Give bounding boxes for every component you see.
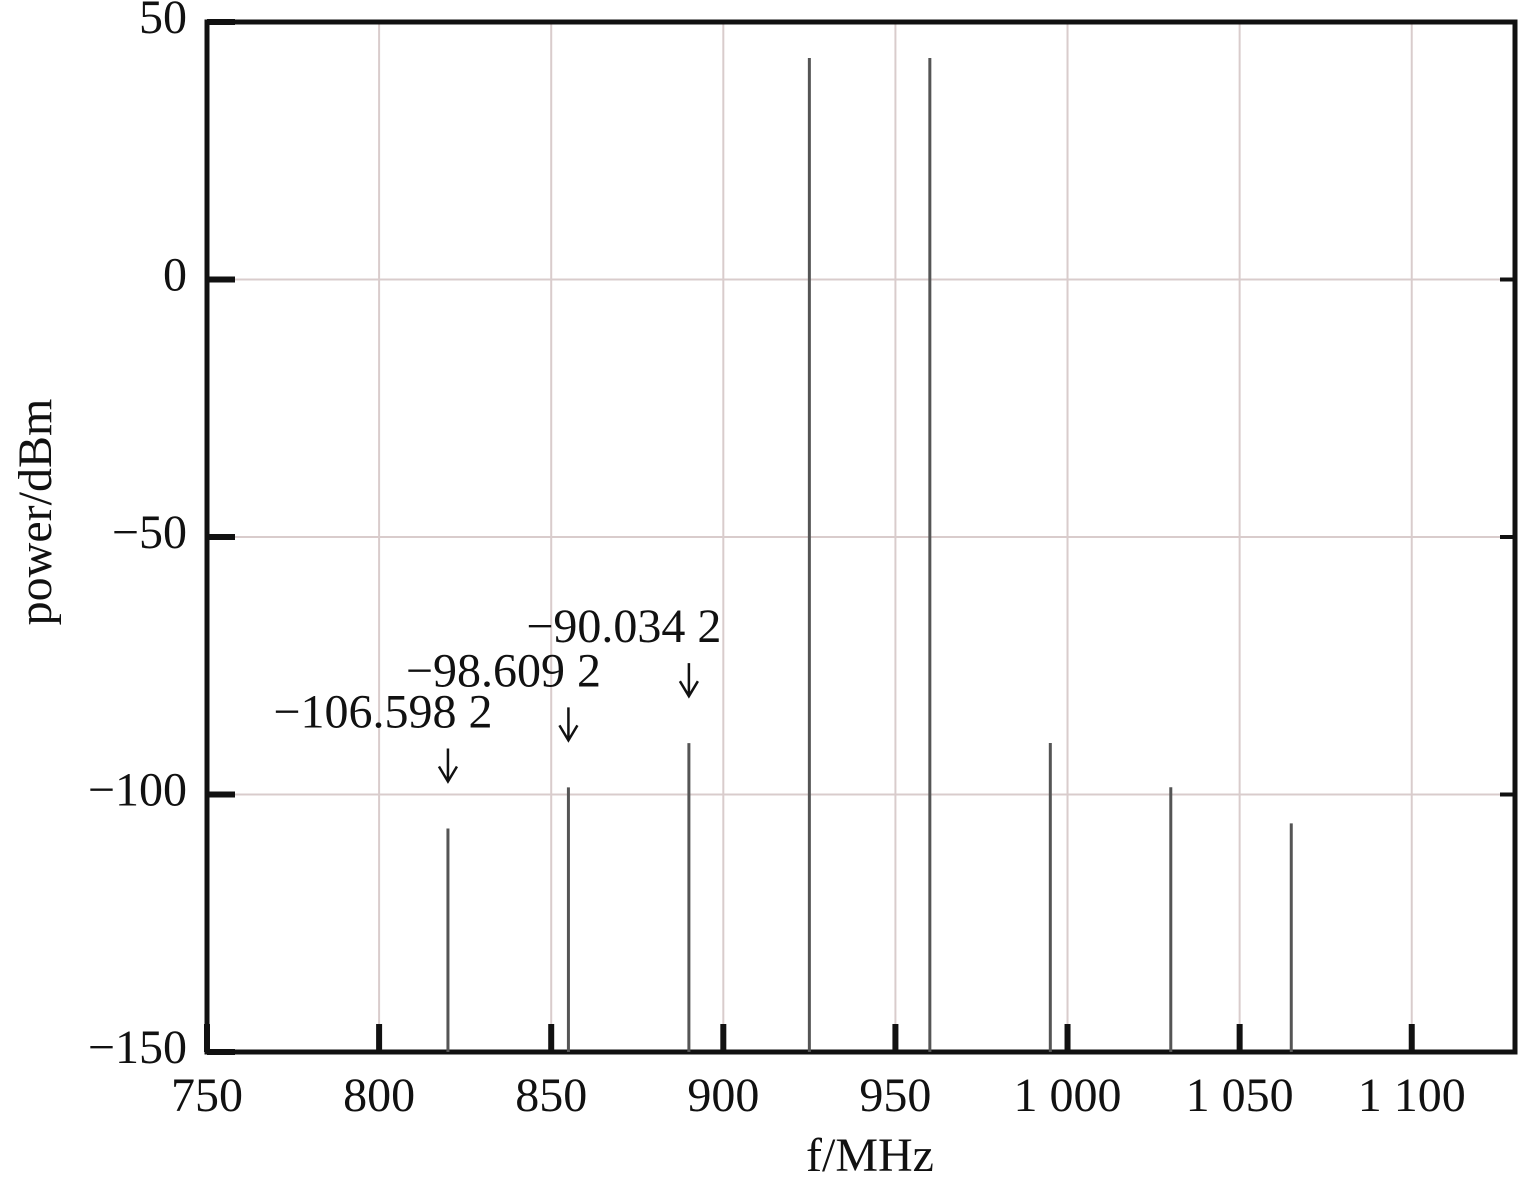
y-tick-label: 0	[163, 249, 187, 302]
x-tick-label: 900	[687, 1069, 759, 1122]
y-tick-label: −100	[88, 764, 187, 817]
value-label: −90.034 2	[526, 600, 721, 653]
value-label: −98.609 2	[406, 644, 601, 697]
y-tick-label: −50	[112, 506, 187, 559]
y-axis-label: power/dBm	[9, 399, 62, 626]
annotation-arrow	[437, 748, 459, 784]
x-tick-label: 1 050	[1186, 1069, 1294, 1122]
annotation-arrow	[558, 707, 579, 743]
annotation-arrow	[678, 663, 699, 699]
x-tick-label: 850	[515, 1069, 587, 1122]
y-tick-label: −150	[88, 1021, 187, 1074]
plot-frame	[204, 19, 1518, 1055]
value-label: −106.598 2	[273, 685, 492, 738]
x-axis-label: f/MHz	[806, 1129, 934, 1182]
x-tick-label: 950	[859, 1069, 931, 1122]
x-tick-label: 750	[171, 1069, 243, 1122]
x-tick-label: 1 100	[1358, 1069, 1466, 1122]
x-tick-label: 800	[343, 1069, 415, 1122]
y-tick-label: 50	[139, 0, 187, 44]
x-tick-label: 1 000	[1014, 1069, 1122, 1122]
